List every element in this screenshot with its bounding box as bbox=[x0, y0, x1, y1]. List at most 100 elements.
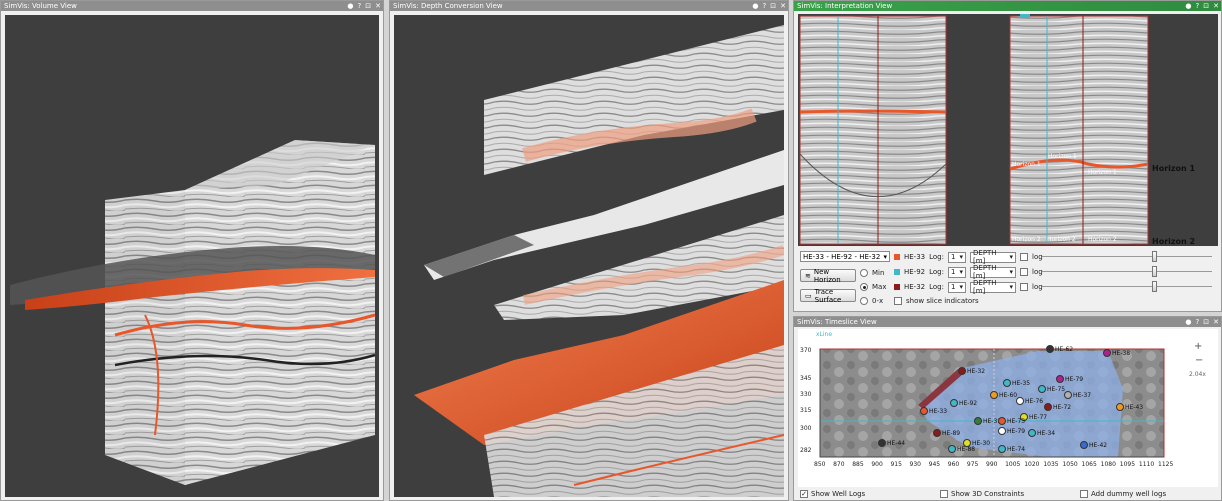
well-marker[interactable]: HE-44 bbox=[878, 439, 905, 447]
well-marker[interactable]: HE-75 bbox=[1038, 385, 1065, 393]
well-marker[interactable]: HE-31 bbox=[974, 417, 1001, 425]
log-range-slider[interactable] bbox=[1042, 281, 1212, 293]
horizon1-label: Horizon 1 bbox=[1152, 164, 1196, 173]
log-scale-checkbox[interactable] bbox=[1020, 253, 1028, 261]
x-tick-label: 975 bbox=[966, 461, 979, 468]
zoom-out-icon[interactable]: − bbox=[1195, 355, 1204, 366]
trace-surface-button[interactable]: ▭ Trace Surface bbox=[800, 288, 856, 304]
pin-icon[interactable]: ● bbox=[1185, 318, 1192, 326]
x-tick-label: 1110 bbox=[1138, 461, 1155, 468]
x-tick-label: 1050 bbox=[1062, 461, 1078, 468]
xline-axis-label: xLine bbox=[816, 331, 833, 338]
well-marker[interactable]: HE-76 bbox=[1016, 397, 1043, 405]
well-dot-icon bbox=[990, 391, 998, 399]
well-marker[interactable]: HE-34 bbox=[1028, 429, 1055, 437]
float-icon[interactable]: ⊡ bbox=[1203, 2, 1210, 10]
slider-thumb[interactable] bbox=[1152, 266, 1157, 277]
depth-unit-select[interactable]: DEPTH [m] ▾ bbox=[970, 264, 1016, 280]
close-icon[interactable]: ✕ bbox=[375, 2, 381, 10]
well-selection-combo[interactable]: HE-33 - HE-92 - HE-32 ▾ bbox=[800, 251, 890, 262]
well-name: HE-92 bbox=[904, 268, 926, 276]
well-dot-icon bbox=[998, 427, 1006, 435]
show-3d-constraints-checkbox[interactable] bbox=[940, 490, 948, 498]
well-marker-label: HE-75 bbox=[1047, 385, 1066, 393]
well-marker[interactable]: HE-77 bbox=[1020, 413, 1047, 421]
log-index-select[interactable]: 1 ▾ bbox=[948, 266, 966, 278]
add-dummy-well-logs-checkbox[interactable] bbox=[1080, 490, 1088, 498]
pin-icon[interactable]: ● bbox=[347, 2, 354, 10]
well-marker[interactable]: HE-72 bbox=[1044, 403, 1071, 411]
well-marker[interactable]: HE-33 bbox=[920, 407, 947, 415]
x-tick-label: 1005 bbox=[1005, 461, 1021, 468]
well-marker[interactable]: HE-30 bbox=[963, 439, 990, 447]
pin-icon[interactable]: ● bbox=[1185, 2, 1192, 10]
timeslice-view-panel: SimVis: Timeslice View ● ? ⊡ ✕ xLine inL… bbox=[793, 316, 1222, 501]
well-marker[interactable]: HE-32 bbox=[958, 367, 985, 375]
log-scale-checkbox[interactable] bbox=[1020, 283, 1028, 291]
volume-3d-viewport[interactable] bbox=[5, 15, 379, 497]
well-marker[interactable]: HE-74 bbox=[998, 445, 1025, 453]
radio-0x[interactable] bbox=[860, 297, 868, 305]
y-tick-label: 282 bbox=[800, 447, 812, 454]
depth-3d-viewport[interactable] bbox=[394, 15, 784, 497]
show-well-logs-checkbox[interactable]: ✓ bbox=[800, 490, 808, 498]
well-marker[interactable]: HE-73 bbox=[998, 417, 1025, 425]
close-icon[interactable]: ✕ bbox=[1213, 318, 1219, 326]
zoom-in-icon[interactable]: + bbox=[1194, 341, 1203, 352]
well-marker[interactable]: HE-79 bbox=[1056, 375, 1083, 383]
small-h2-label-c: Horizon 2 bbox=[1088, 236, 1117, 243]
log-index-select[interactable]: 1 ▾ bbox=[948, 281, 966, 293]
well-marker[interactable]: HE-38 bbox=[1103, 349, 1130, 357]
radio-max[interactable] bbox=[860, 283, 868, 291]
well-dot-icon bbox=[1003, 379, 1011, 387]
float-icon[interactable]: ⊡ bbox=[1203, 318, 1210, 326]
well-marker[interactable]: HE-60 bbox=[990, 391, 1017, 399]
well-dot-icon bbox=[933, 429, 941, 437]
well-marker[interactable]: HE-37 bbox=[1064, 391, 1091, 399]
slider-thumb[interactable] bbox=[1152, 251, 1157, 262]
well-marker[interactable]: HE-89 bbox=[933, 429, 960, 437]
float-icon[interactable]: ⊡ bbox=[770, 2, 777, 10]
depth-layers-render bbox=[414, 25, 784, 497]
pin-icon[interactable]: ● bbox=[752, 2, 759, 10]
show-slice-indicators-checkbox[interactable] bbox=[894, 297, 902, 305]
log-index-select[interactable]: 1 ▾ bbox=[948, 251, 966, 263]
log-range-slider[interactable] bbox=[1042, 266, 1212, 278]
well-marker[interactable]: HE-35 bbox=[1003, 379, 1030, 387]
depth-unit-select[interactable]: DEPTH [m] ▾ bbox=[970, 249, 1016, 265]
help-icon[interactable]: ? bbox=[1195, 2, 1200, 10]
x-tick-label: 870 bbox=[833, 461, 845, 468]
close-icon[interactable]: ✕ bbox=[1213, 2, 1219, 10]
log-range-slider[interactable] bbox=[1042, 251, 1212, 263]
help-icon[interactable]: ? bbox=[1195, 318, 1200, 326]
float-icon[interactable]: ⊡ bbox=[365, 2, 372, 10]
log-scale-checkbox[interactable] bbox=[1020, 268, 1028, 276]
depth-view-titlebar: SimVis: Depth Conversion View ● ? ⊡ ✕ bbox=[390, 1, 788, 11]
well-marker[interactable]: HE-43 bbox=[1116, 403, 1143, 411]
well-marker[interactable]: HE-42 bbox=[1080, 441, 1107, 449]
help-icon[interactable]: ? bbox=[762, 2, 767, 10]
well-marker[interactable]: HE-62 bbox=[1046, 345, 1073, 353]
seismic-section-area[interactable]: Horizon 1 Horizon 2 Horizon 1 Horizon 1 … bbox=[798, 14, 1218, 246]
well-marker-label: HE-92 bbox=[959, 399, 978, 407]
radio-min[interactable] bbox=[860, 269, 868, 277]
close-icon[interactable]: ✕ bbox=[780, 2, 786, 10]
well-marker-label: HE-73 bbox=[1007, 417, 1026, 425]
volume-view-panel: SimVis: Volume View ● ? ⊡ ✕ bbox=[0, 0, 384, 501]
slider-thumb[interactable] bbox=[1152, 281, 1157, 292]
new-horizon-button[interactable]: ≋ New Horizon bbox=[800, 268, 856, 284]
well-marker-label: HE-30 bbox=[972, 439, 991, 447]
well-marker[interactable]: HE-92 bbox=[950, 399, 977, 407]
add-dummy-well-logs-option[interactable]: Add dummy well logs bbox=[1080, 490, 1166, 498]
well-marker[interactable]: HE-88 bbox=[948, 445, 975, 453]
well-marker[interactable]: HE-79 bbox=[998, 427, 1025, 435]
slider-track bbox=[1042, 286, 1212, 287]
help-icon[interactable]: ? bbox=[357, 2, 362, 10]
depth-view-panel: SimVis: Depth Conversion View ● ? ⊡ ✕ bbox=[389, 0, 789, 501]
depth-unit-select[interactable]: DEPTH [m] ▾ bbox=[970, 279, 1016, 295]
volume-view-title: SimVis: Volume View bbox=[4, 2, 77, 10]
show-3d-constraints-option[interactable]: Show 3D Constraints bbox=[940, 490, 1024, 498]
show-well-logs-option[interactable]: ✓ Show Well Logs bbox=[800, 490, 866, 498]
well-marker-label: HE-77 bbox=[1029, 413, 1048, 421]
